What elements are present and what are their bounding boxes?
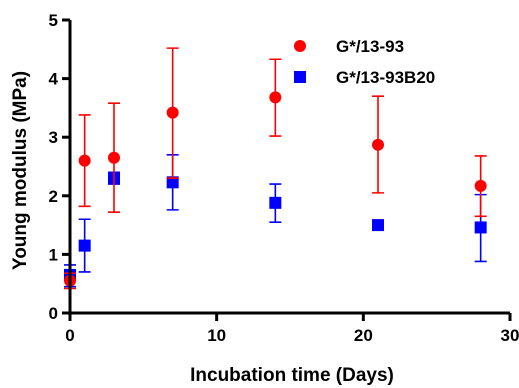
y-tick-label: 1 (49, 245, 58, 264)
x-tick-label: 10 (207, 326, 226, 345)
legend-item: G*/13-93 (294, 37, 404, 56)
data-point (372, 138, 384, 151)
legend-label: G*/13-93 (336, 37, 404, 56)
plot-area: 0 1 2 3 4 5 0 10 20 30 (49, 11, 519, 345)
series-layer (64, 47, 487, 290)
data-point (474, 179, 487, 192)
y-axis-title: Young modulus (MPa) (10, 71, 31, 270)
y-tick-label: 5 (49, 11, 58, 30)
series-g-13-93b20 (64, 153, 487, 288)
data-point (78, 239, 91, 252)
y-tick-label: 2 (49, 187, 58, 206)
x-tick-label: 0 (65, 326, 74, 345)
legend-symbol (294, 40, 306, 52)
x-ticks: 0 10 20 30 (65, 313, 519, 345)
x-axis-title: Incubation time (Days) (190, 365, 394, 386)
x-tick-label: 20 (354, 326, 373, 345)
data-point (166, 176, 179, 189)
y-tick-label: 3 (49, 128, 58, 147)
data-point (372, 219, 384, 232)
data-point (108, 151, 120, 164)
series-g-13-93 (64, 47, 487, 290)
legend-label: G*/13-93B20 (336, 68, 435, 87)
legend-symbol (294, 71, 306, 83)
data-point (269, 91, 282, 104)
data-point (78, 154, 91, 167)
data-point (474, 221, 487, 234)
data-point (269, 196, 282, 209)
legend-item: G*/13-93B20 (294, 68, 435, 87)
data-point (166, 106, 179, 119)
y-tick-label: 4 (49, 70, 59, 89)
x-tick-label: 30 (501, 326, 519, 345)
legend: G*/13-93 G*/13-93B20 (294, 37, 435, 87)
y-tick-label: 0 (49, 304, 58, 323)
